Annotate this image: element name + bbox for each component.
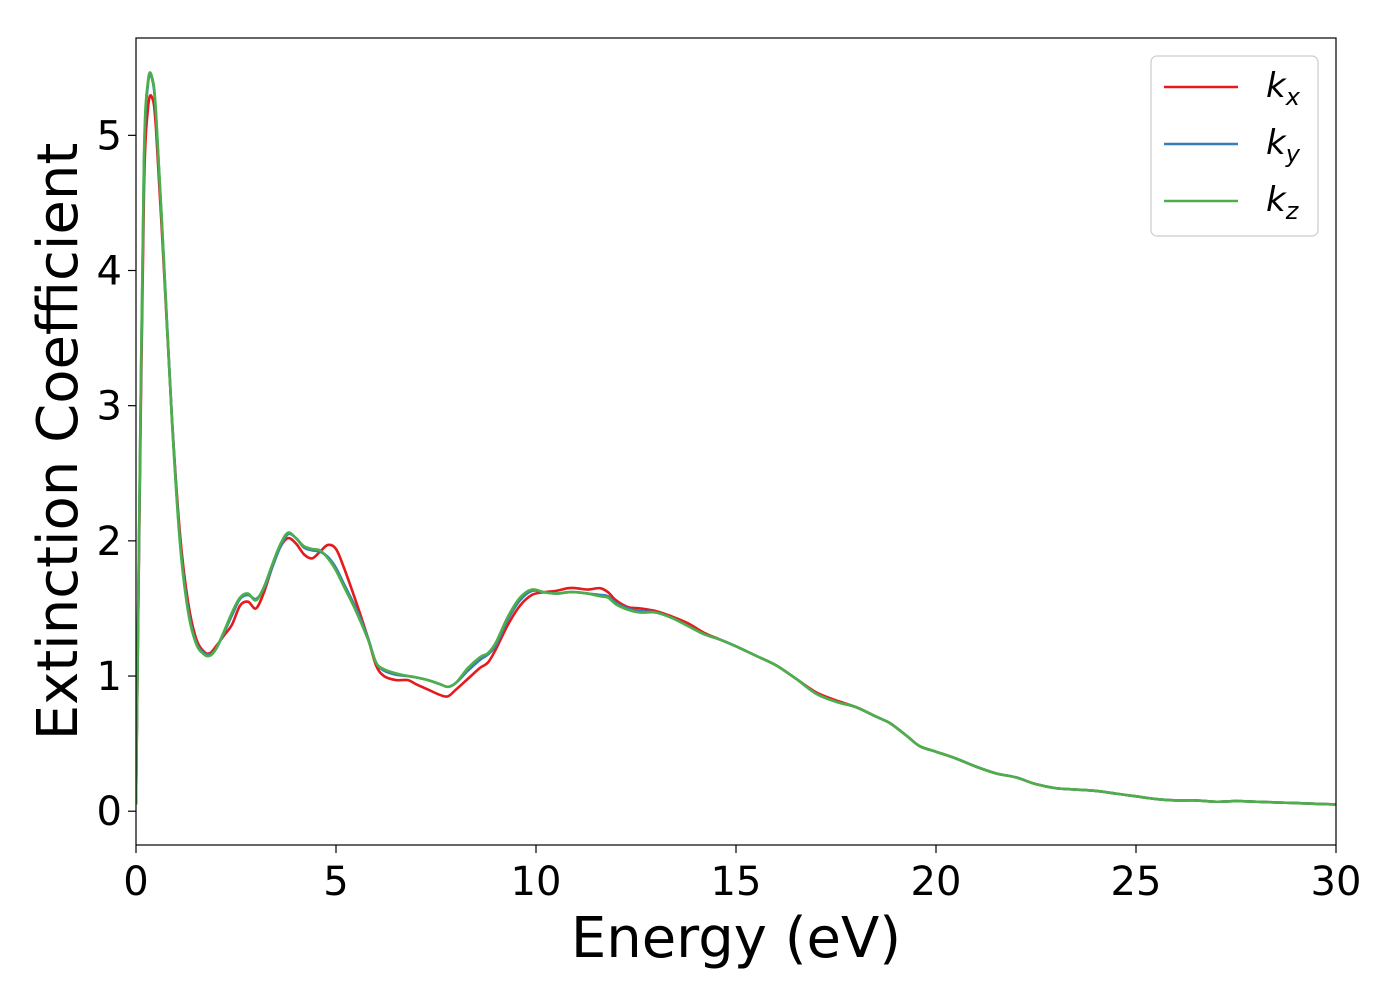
y-axis-title: Extinction Coefficient xyxy=(26,143,91,741)
x-tick-label: 15 xyxy=(711,859,762,905)
y-tick-label: 0 xyxy=(97,789,122,835)
y-tick-label: 4 xyxy=(97,249,122,295)
x-tick-label: 5 xyxy=(323,859,348,905)
series-layer xyxy=(136,71,1336,806)
x-tick-label: 20 xyxy=(911,859,962,905)
y-axis-ticks: 0 1 2 3 4 5 xyxy=(97,113,136,835)
x-tick-label: 30 xyxy=(1311,859,1362,905)
y-tick-label: 2 xyxy=(97,519,122,565)
y-tick-label: 5 xyxy=(97,113,122,159)
x-tick-label: 25 xyxy=(1111,859,1162,905)
y-tick-label: 3 xyxy=(97,384,122,430)
x-tick-label: 10 xyxy=(511,859,562,905)
x-axis-title: Energy (eV) xyxy=(571,906,901,971)
x-tick-label: 0 xyxy=(123,859,148,905)
series-line-kz xyxy=(136,71,1336,806)
legend-box xyxy=(1150,55,1319,237)
x-axis-ticks: 0 5 10 15 20 25 30 xyxy=(123,845,1361,905)
y-tick-label: 1 xyxy=(97,654,122,700)
